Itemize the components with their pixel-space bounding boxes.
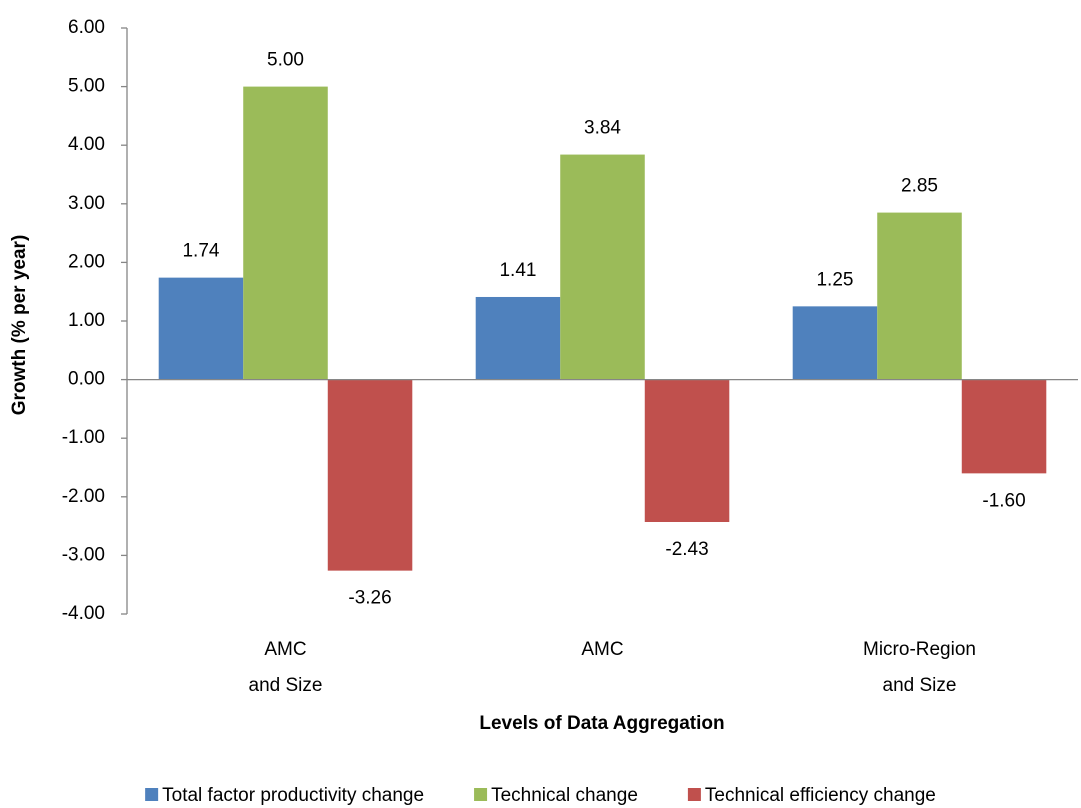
bar	[327, 379, 413, 571]
y-tick-label: -4.00	[62, 603, 105, 624]
legend-swatch	[145, 788, 159, 801]
legend-label: Total factor productivity change	[162, 785, 424, 806]
y-tick-label: 3.00	[68, 193, 105, 214]
legend-swatch	[687, 788, 701, 801]
x-tick-label: AMC	[264, 639, 306, 660]
value-label: -2.43	[665, 539, 708, 560]
bar	[560, 154, 645, 380]
value-label: 5.00	[267, 50, 304, 71]
legend-swatch	[474, 788, 488, 801]
bar	[792, 306, 878, 380]
value-label: 1.25	[816, 269, 853, 290]
y-tick-label: -1.00	[62, 427, 105, 448]
bar	[961, 379, 1047, 474]
y-tick-label: -3.00	[62, 544, 105, 565]
bar	[877, 212, 962, 380]
x-tick-label: and Size	[249, 675, 323, 696]
y-axis-title: Growth (% per year)	[9, 235, 30, 416]
x-tick-label: and Size	[883, 675, 957, 696]
bar	[475, 296, 561, 380]
value-label: 1.74	[182, 241, 219, 262]
bar	[158, 277, 244, 380]
value-label: 1.41	[499, 260, 536, 281]
y-tick-label: 1.00	[68, 310, 105, 331]
y-tick-label: 5.00	[68, 76, 105, 97]
y-tick-label: 4.00	[68, 134, 105, 155]
x-tick-label: AMC	[581, 639, 623, 660]
value-label: -3.26	[348, 588, 391, 609]
y-tick-label: 0.00	[68, 369, 105, 390]
bar	[243, 86, 328, 380]
value-label: 2.85	[901, 176, 938, 197]
bar	[644, 379, 730, 522]
value-label: 3.84	[584, 118, 621, 139]
y-tick-label: 2.00	[68, 251, 105, 272]
y-tick-label: 6.00	[68, 17, 105, 38]
legend-label: Technical change	[491, 785, 638, 806]
y-tick-label: -2.00	[62, 486, 105, 507]
legend-label: Technical efficiency change	[705, 785, 936, 806]
x-tick-label: Micro-Region	[863, 639, 976, 660]
value-label: -1.60	[982, 490, 1025, 511]
x-axis-title: Levels of Data Aggregation	[479, 713, 724, 734]
